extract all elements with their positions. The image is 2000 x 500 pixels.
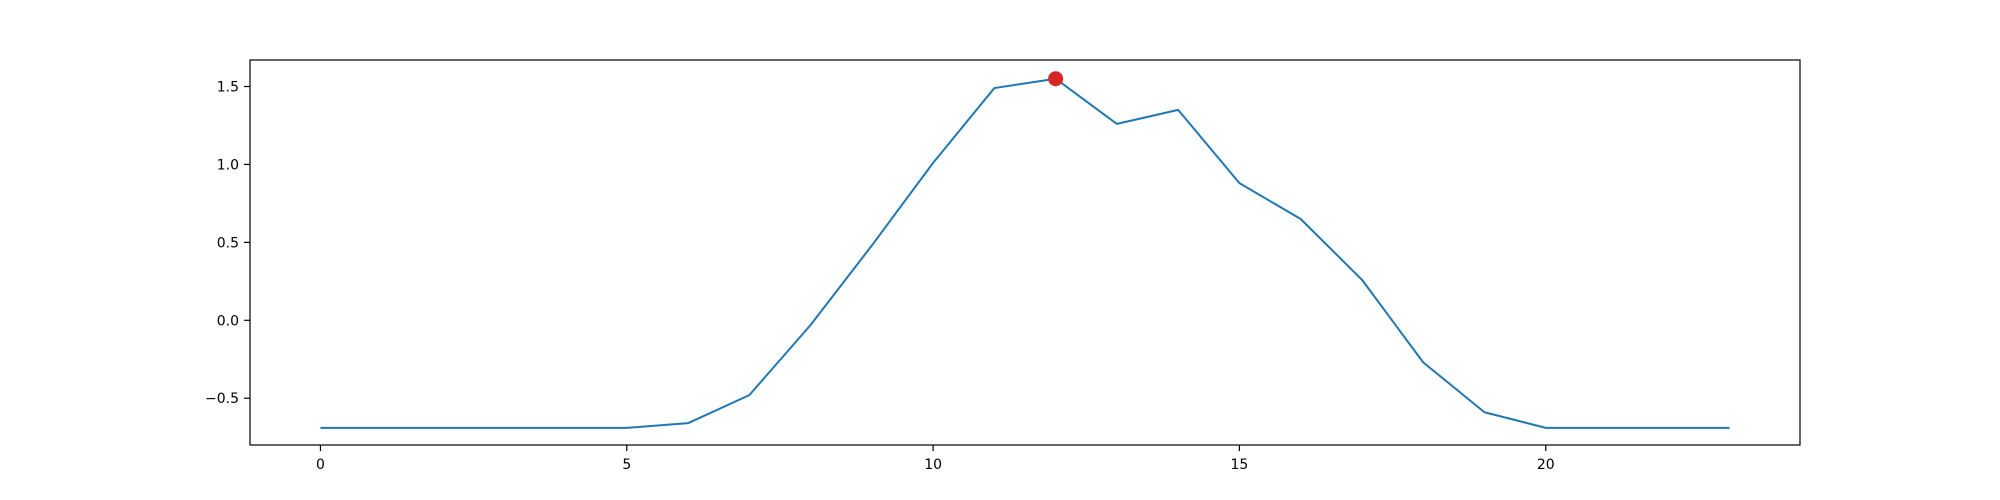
x-tick-label: 0 xyxy=(316,457,325,473)
axes-frame xyxy=(249,59,1801,446)
y-tick-label: 1.0 xyxy=(217,157,239,173)
x-tick-label: 20 xyxy=(1537,457,1555,473)
y-tick-label: 0.0 xyxy=(217,313,239,329)
y-axis: −0.5 0.0 0.5 1.0 1.5 xyxy=(205,79,250,407)
x-tick-label: 10 xyxy=(924,457,942,473)
x-axis: 0 5 10 15 20 xyxy=(316,445,1555,473)
plot-area xyxy=(320,71,1730,429)
y-tick-label: 1.5 xyxy=(217,79,239,95)
highlight-marker xyxy=(1048,71,1064,87)
y-tick-label: 0.5 xyxy=(217,235,239,251)
y-tick-label: −0.5 xyxy=(205,391,239,407)
x-tick-label: 5 xyxy=(622,457,631,473)
x-tick-label: 15 xyxy=(1231,457,1249,473)
series-line-0 xyxy=(320,77,1730,429)
